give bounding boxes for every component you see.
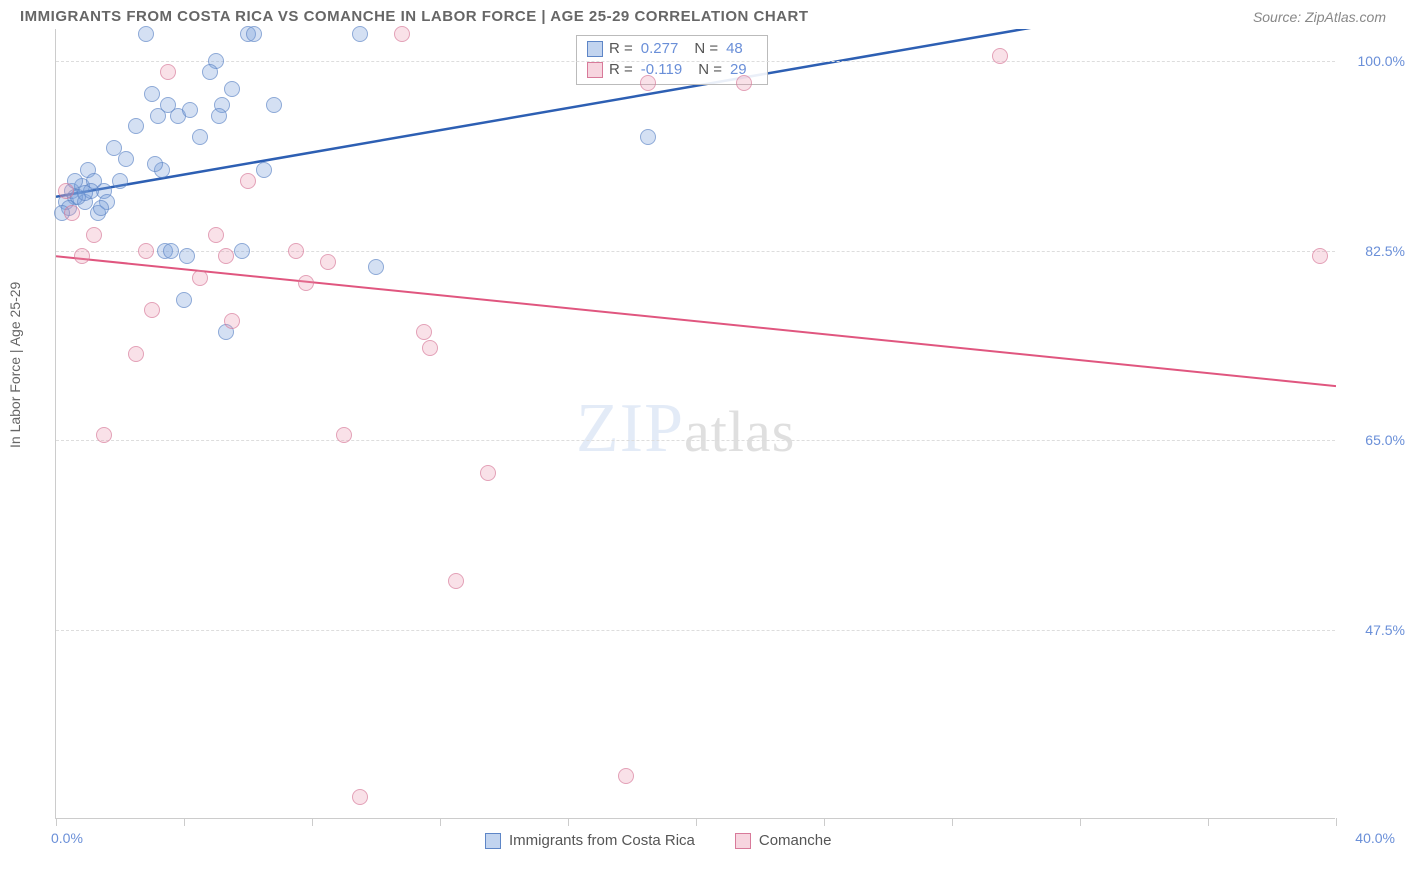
gridline — [56, 630, 1335, 631]
x-tick — [1336, 818, 1337, 826]
data-point — [211, 108, 227, 124]
data-point — [298, 275, 314, 291]
data-point — [144, 86, 160, 102]
data-point — [74, 248, 90, 264]
data-point — [163, 243, 179, 259]
data-point — [93, 200, 109, 216]
data-point — [448, 573, 464, 589]
swatch-series2 — [587, 62, 603, 78]
x-tick — [568, 818, 569, 826]
watermark-part1: ZIP — [576, 390, 684, 467]
data-point — [128, 118, 144, 134]
trend-lines — [56, 29, 1336, 819]
data-point — [224, 313, 240, 329]
source-label: Source: ZipAtlas.com — [1253, 9, 1386, 25]
bottom-legend: Immigrants from Costa Rica Comanche — [485, 832, 831, 849]
data-point — [176, 292, 192, 308]
data-point — [352, 789, 368, 805]
data-point — [160, 64, 176, 80]
data-point — [256, 162, 272, 178]
stats-n-label: N = — [694, 40, 718, 57]
data-point — [640, 129, 656, 145]
data-point — [192, 270, 208, 286]
stats-r-value-1: 0.277 — [641, 40, 679, 57]
y-tick-label: 47.5% — [1365, 622, 1405, 638]
data-point — [368, 259, 384, 275]
data-point — [144, 302, 160, 318]
x-tick — [696, 818, 697, 826]
watermark-part2: atlas — [684, 399, 795, 464]
chart-title: IMMIGRANTS FROM COSTA RICA VS COMANCHE I… — [20, 8, 808, 25]
legend-item-series2: Comanche — [735, 832, 832, 849]
watermark: ZIPatlas — [576, 389, 795, 469]
data-point — [96, 427, 112, 443]
data-point — [192, 129, 208, 145]
y-axis-title: In Labor Force | Age 25-29 — [7, 282, 23, 448]
stats-r-label: R = — [609, 61, 633, 78]
x-tick — [952, 818, 953, 826]
data-point — [992, 48, 1008, 64]
data-point — [138, 243, 154, 259]
data-point — [202, 64, 218, 80]
data-point — [179, 248, 195, 264]
data-point — [218, 248, 234, 264]
data-point — [208, 227, 224, 243]
data-point — [394, 26, 410, 42]
data-point — [128, 346, 144, 362]
x-tick — [824, 818, 825, 826]
gridline — [56, 440, 1335, 441]
data-point — [266, 97, 282, 113]
x-max-label: 40.0% — [1355, 830, 1395, 846]
x-tick — [56, 818, 57, 826]
stats-n-label: N = — [698, 61, 722, 78]
legend-item-series1: Immigrants from Costa Rica — [485, 832, 695, 849]
data-point — [422, 340, 438, 356]
data-point — [58, 183, 74, 199]
swatch-series1 — [587, 41, 603, 57]
data-point — [118, 151, 134, 167]
data-point — [77, 185, 93, 201]
data-point — [416, 324, 432, 340]
x-tick — [184, 818, 185, 826]
data-point — [352, 26, 368, 42]
stats-row-series1: R = 0.277 N = 48 — [587, 38, 757, 59]
y-tick-label: 65.0% — [1365, 432, 1405, 448]
data-point — [224, 81, 240, 97]
data-point — [86, 227, 102, 243]
plot-area: R = 0.277 N = 48 R = -0.119 N = 29 ZIPat… — [55, 29, 1335, 819]
legend-label-1: Immigrants from Costa Rica — [509, 832, 695, 849]
data-point — [246, 26, 262, 42]
data-point — [240, 173, 256, 189]
data-point — [112, 173, 128, 189]
data-point — [1312, 248, 1328, 264]
data-point — [320, 254, 336, 270]
data-point — [640, 75, 656, 91]
data-point — [480, 465, 496, 481]
legend-swatch-2 — [735, 833, 751, 849]
data-point — [618, 768, 634, 784]
stats-r-label: R = — [609, 40, 633, 57]
x-tick — [440, 818, 441, 826]
data-point — [288, 243, 304, 259]
gridline — [56, 61, 1335, 62]
legend-label-2: Comanche — [759, 832, 832, 849]
data-point — [182, 102, 198, 118]
stats-n-value-1: 48 — [726, 40, 743, 57]
legend-swatch-1 — [485, 833, 501, 849]
data-point — [736, 75, 752, 91]
x-tick — [1080, 818, 1081, 826]
y-tick-label: 100.0% — [1358, 53, 1405, 69]
data-point — [138, 26, 154, 42]
data-point — [147, 156, 163, 172]
data-point — [336, 427, 352, 443]
x-tick — [1208, 818, 1209, 826]
data-point — [64, 205, 80, 221]
data-point — [234, 243, 250, 259]
x-tick — [312, 818, 313, 826]
x-min-label: 0.0% — [51, 830, 83, 846]
y-tick-label: 82.5% — [1365, 243, 1405, 259]
